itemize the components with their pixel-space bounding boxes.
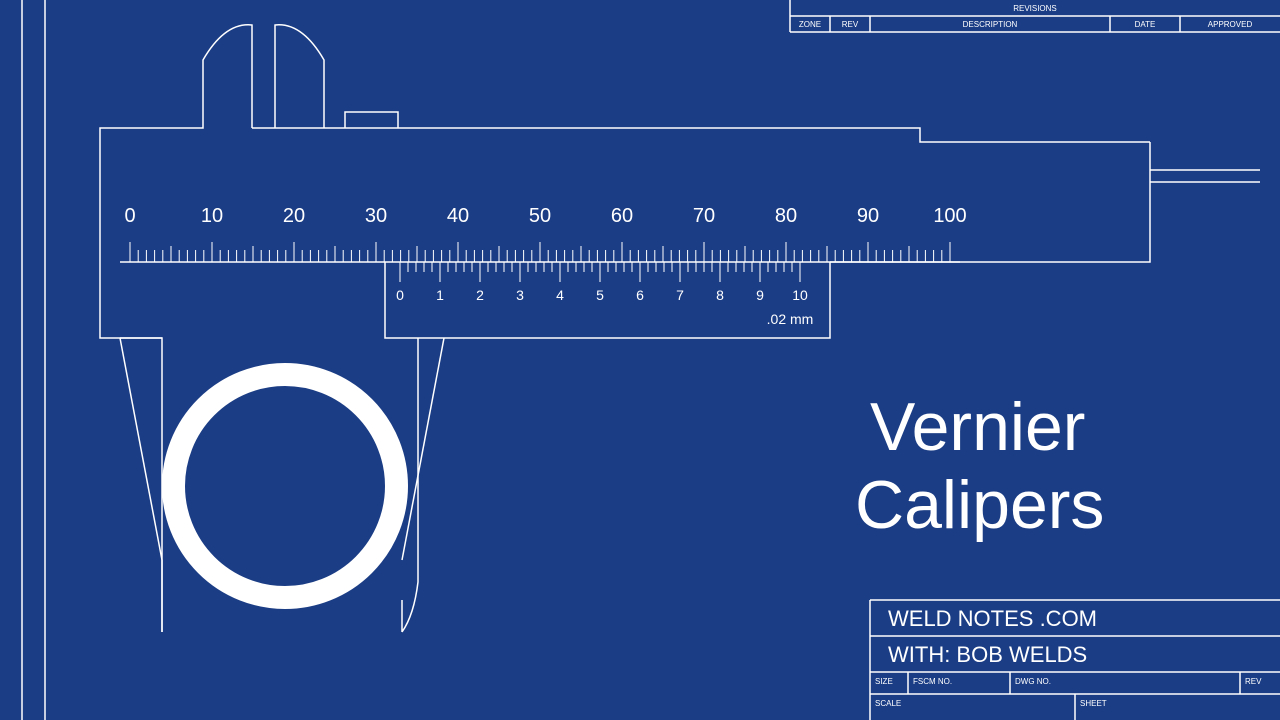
vernier-label: 1 xyxy=(436,287,444,303)
vernier-label: 3 xyxy=(516,287,524,303)
beam-outline xyxy=(252,128,1260,262)
vernier-label: 4 xyxy=(556,287,564,303)
tb-scale: SCALE xyxy=(875,699,901,708)
tb-size: SIZE xyxy=(875,677,893,686)
vernier-label: 7 xyxy=(676,287,684,303)
vernier-precision: .02 mm xyxy=(767,311,814,327)
main-scale-label: 30 xyxy=(365,205,387,227)
rev-col-label: APPROVED xyxy=(1208,20,1253,29)
rev-header: REVISIONS xyxy=(1013,4,1057,13)
title-line2: Calipers xyxy=(855,467,1104,543)
specimen-ring xyxy=(174,375,397,598)
credits-site: WELD NOTES .COM xyxy=(888,606,1097,631)
fixed-lower-jaw-face xyxy=(120,338,162,632)
main-scale-label: 100 xyxy=(933,205,966,227)
vernier-label: 9 xyxy=(756,287,764,303)
main-scale-label: 0 xyxy=(124,205,135,227)
tb-dwg: DWG NO. xyxy=(1015,677,1051,686)
tb-rev: REV xyxy=(1245,677,1262,686)
main-scale-label: 80 xyxy=(775,205,797,227)
slider-outline xyxy=(275,25,830,632)
title-line1: Vernier xyxy=(870,389,1085,465)
vernier-label: 2 xyxy=(476,287,484,303)
vernier-label: 0 xyxy=(396,287,404,303)
rev-col-label: DESCRIPTION xyxy=(963,20,1018,29)
credits-author: WITH: BOB WELDS xyxy=(888,642,1087,667)
main-scale-label: 40 xyxy=(447,205,469,227)
moving-lower-jaw-face xyxy=(402,338,444,560)
main-scale-label: 50 xyxy=(529,205,551,227)
tb-fscm: FSCM NO. xyxy=(913,677,952,686)
main-scale-label: 20 xyxy=(283,205,305,227)
tb-sheet: SHEET xyxy=(1080,699,1107,708)
main-scale-label: 90 xyxy=(857,205,879,227)
rev-col-label: ZONE xyxy=(799,20,821,29)
vernier-label: 10 xyxy=(792,287,808,303)
rev-col-label: DATE xyxy=(1135,20,1156,29)
main-scale-label: 60 xyxy=(611,205,633,227)
vernier-label: 6 xyxy=(636,287,644,303)
main-scale-label: 10 xyxy=(201,205,223,227)
rev-col-label: REV xyxy=(842,20,859,29)
vernier-label: 5 xyxy=(596,287,604,303)
main-scale-label: 70 xyxy=(693,205,715,227)
vernier-label: 8 xyxy=(716,287,724,303)
